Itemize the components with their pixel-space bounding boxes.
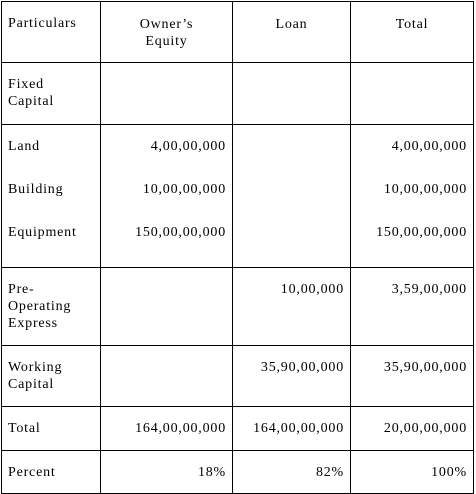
cell-line: 4,00,00,000 [150,139,226,154]
cell-line: Equity [145,34,188,49]
table-cell: Working Capital [1,345,101,407]
table-row: Fixed Capital [1,62,474,125]
table-cell: 164,00,00,000 [232,406,351,451]
cell-line: Capital [8,94,55,109]
header-cell: Particulars [1,1,101,63]
table-row: Percent 18% 82% 100% [1,450,474,494]
table-cell [350,62,474,125]
header-cell: Owner’s Equity [100,1,233,63]
table-cell: 35,90,00,000 [350,345,474,407]
cell-line: 10,00,00,000 [142,182,226,197]
cell-line: 150,00,00,000 [376,225,467,240]
cell-line: Operating [8,299,72,314]
table-cell: Total [1,406,101,451]
cell-line: 4,00,00,000 [391,139,467,154]
table-cell [232,62,351,125]
table-cell: 100% [350,450,474,494]
table-cell: 18% [100,450,233,494]
table-cell [232,124,351,268]
table-cell: Pre- Operating Express [1,267,101,346]
table-cell: Fixed Capital [1,62,101,125]
cell-line: 10,00,00,000 [383,182,467,197]
table-row: Pre- Operating Express 10,00,000 3,59,00,000 [1,267,474,346]
cell-line: Pre- [8,282,35,297]
cell-line: Working [8,360,63,375]
cell-line: Express [8,316,58,331]
header-cell: Loan [232,1,351,63]
table-row: Working Capital 35,90,00,000 35,90,00,000 [1,345,474,407]
table-row: Total 164,00,00,000 164,00,00,000 20,00,00,… [1,406,474,451]
table-cell: 4,00,00,000 10,00,00,000 150,00,00,000 [350,124,474,268]
table-cell: 20,00,00,000 [350,406,474,451]
table-cell: 35,90,00,000 [232,345,351,407]
cell-line: 150,00,00,000 [135,225,226,240]
table-cell: 82% [232,450,351,494]
table-row: Land Building Equipment 4,00,00,000 10,00,00… [1,124,474,268]
table-cell: 10,00,000 [232,267,351,346]
table-cell [100,345,233,407]
cell-line: Building [8,182,64,197]
table-cell: Percent [1,450,101,494]
cell-line: Land [8,139,40,154]
cell-line: Fixed [8,77,44,92]
header-cell: Total [350,1,474,63]
header-row: Particulars Owner’s Equity Loan Total [1,1,474,63]
table-cell [100,267,233,346]
table-cell: 3,59,00,000 [350,267,474,346]
table-cell: Land Building Equipment [1,124,101,268]
cell-line: Owner’s [139,17,194,32]
cell-line: Equipment [8,225,77,240]
table-cell [100,62,233,125]
table-cell: 4,00,00,000 10,00,00,000 150,00,00,000 [100,124,233,268]
cell-line: Capital [8,377,55,392]
table-cell: 164,00,00,000 [100,406,233,451]
